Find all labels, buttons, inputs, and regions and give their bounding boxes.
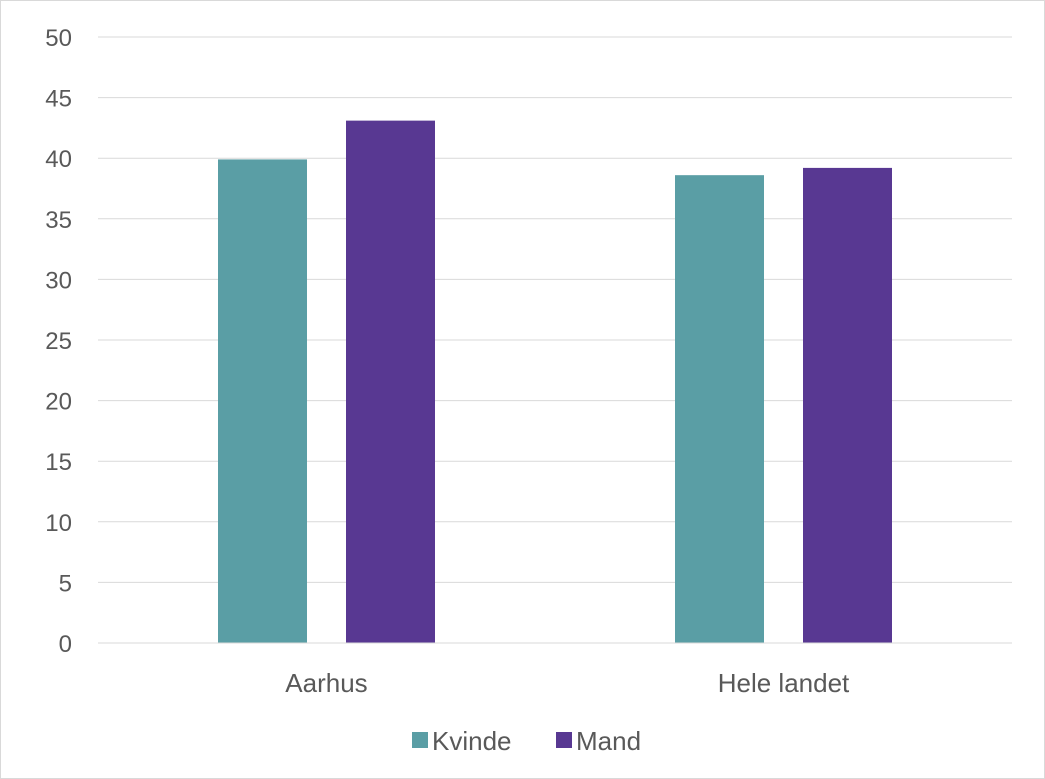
bar-kvinde-aarhus (218, 159, 307, 644)
legend-label-mand: Mand (576, 726, 641, 756)
y-axis-tick-labels: 0 5 10 15 20 25 30 35 40 45 50 (45, 25, 72, 658)
y-tick-label: 30 (45, 267, 72, 294)
legend-label-kvinde: Kvinde (432, 726, 512, 756)
bars (218, 120, 892, 644)
y-tick-label: 35 (45, 207, 72, 234)
legend-swatch-kvinde (412, 732, 428, 748)
y-tick-label: 5 (59, 570, 72, 597)
y-tick-label: 45 (45, 86, 72, 113)
y-tick-label: 0 (59, 631, 72, 658)
bar-kvinde-hele-landet (675, 175, 764, 643)
y-tick-label: 40 (45, 146, 72, 173)
x-category-label: Hele landet (718, 668, 850, 698)
bar-mand-aarhus (346, 120, 435, 644)
x-category-label: Aarhus (285, 668, 367, 698)
x-axis-category-labels: Aarhus Hele landet (285, 668, 850, 698)
y-tick-label: 25 (45, 328, 72, 355)
legend-swatch-mand (556, 732, 572, 748)
y-tick-label: 20 (45, 389, 72, 416)
bar-mand-hele-landet (803, 167, 892, 643)
legend: Kvinde Mand (412, 726, 641, 756)
y-tick-label: 10 (45, 510, 72, 537)
y-tick-label: 15 (45, 449, 72, 476)
y-tick-label: 50 (45, 25, 72, 52)
